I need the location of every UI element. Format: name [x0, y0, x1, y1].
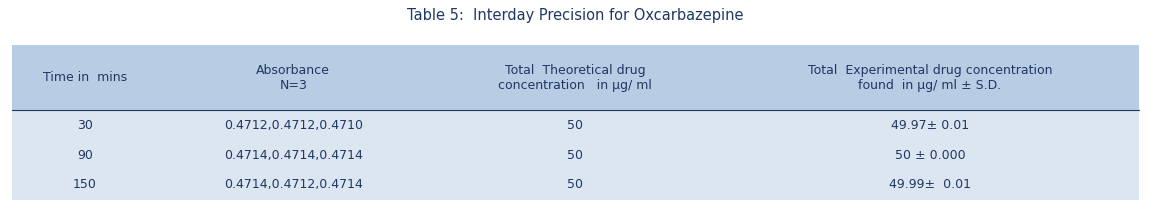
Text: 50: 50	[567, 178, 583, 191]
Text: 49.99±  0.01: 49.99± 0.01	[889, 178, 971, 191]
Text: Table 5:  Interday Precision for Oxcarbazepine: Table 5: Interday Precision for Oxcarbaz…	[407, 8, 743, 23]
Text: 0.4714,0.4714,0.4714: 0.4714,0.4714,0.4714	[224, 149, 362, 162]
Text: Total  Experimental drug concentration
found  in μg/ ml ± S.D.: Total Experimental drug concentration fo…	[807, 64, 1052, 92]
Text: 150: 150	[72, 178, 97, 191]
Text: 0.4714,0.4712,0.4714: 0.4714,0.4712,0.4714	[224, 178, 362, 191]
Text: Absorbance
N=3: Absorbance N=3	[256, 64, 330, 92]
Text: 30: 30	[77, 119, 93, 132]
Text: Total  Theoretical drug
concentration   in μg/ ml: Total Theoretical drug concentration in …	[498, 64, 652, 92]
Text: Time in  mins: Time in mins	[43, 71, 127, 84]
Text: 50 ± 0.000: 50 ± 0.000	[895, 149, 965, 162]
Text: 0.4712,0.4712,0.4710: 0.4712,0.4712,0.4710	[224, 119, 362, 132]
Text: 90: 90	[77, 149, 93, 162]
Text: 49.97± 0.01: 49.97± 0.01	[891, 119, 969, 132]
Text: 50: 50	[567, 149, 583, 162]
Text: 50: 50	[567, 119, 583, 132]
